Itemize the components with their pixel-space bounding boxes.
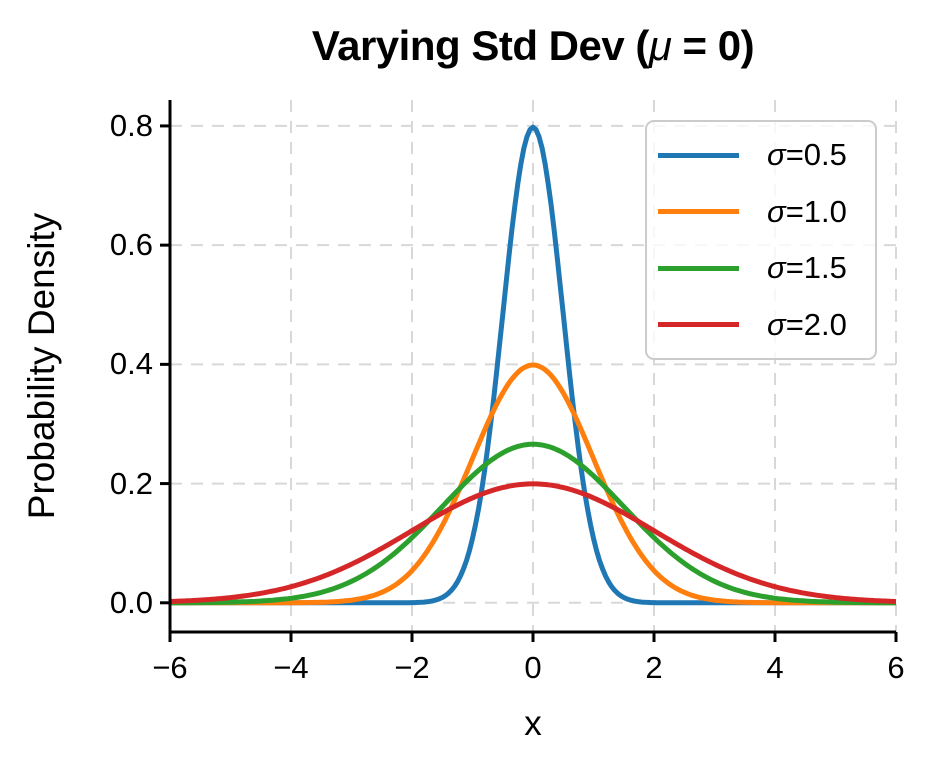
- legend-label-value: =1.5: [785, 250, 847, 286]
- legend-label: σ=1.0: [767, 194, 847, 230]
- legend-entry-sigma-2.0: σ=2.0: [647, 307, 875, 343]
- legend-label-value: =1.0: [785, 193, 847, 229]
- sigma-symbol: σ: [767, 193, 786, 229]
- curve-sigma-1: [170, 362, 896, 606]
- sigma-symbol: σ: [767, 250, 786, 286]
- y-tick-label-0.4: 0.4: [109, 346, 153, 381]
- x-tick-label-2: 2: [645, 650, 663, 685]
- mu-symbol: μ: [648, 22, 672, 69]
- legend-line-sample: [658, 322, 739, 328]
- y-tick-label-0.0: 0.0: [109, 585, 153, 620]
- curve-sigma-2: [169, 481, 897, 604]
- chart-title: Varying Std Dev (μ = 0): [170, 22, 896, 70]
- chart-title-suffix: = 0): [671, 22, 755, 69]
- x-tick-label--6: −6: [152, 650, 188, 685]
- legend-label: σ=1.5: [767, 250, 847, 286]
- curve-sigma-1.5: [170, 441, 896, 606]
- legend-line-sample: [658, 265, 739, 271]
- y-tick-label-0.2: 0.2: [109, 466, 153, 501]
- legend-entry-sigma-0.5: σ=0.5: [647, 137, 875, 173]
- x-tick-label--2: −2: [394, 650, 430, 685]
- chart-title-prefix: Varying Std Dev (: [311, 22, 649, 69]
- x-tick-label-4: 4: [766, 650, 784, 685]
- legend-line-sample: [658, 152, 739, 158]
- legend-label-value: =2.0: [785, 306, 847, 342]
- sigma-symbol: σ: [767, 306, 786, 342]
- y-tick-label-0.8: 0.8: [109, 108, 153, 143]
- x-tick-label-6: 6: [887, 650, 905, 685]
- legend-label: σ=2.0: [767, 307, 847, 343]
- x-axis-label: x: [524, 704, 542, 743]
- x-tick-label-0: 0: [524, 650, 542, 685]
- legend-entry-sigma-1.5: σ=1.5: [647, 250, 875, 286]
- legend: σ=0.5 σ=1.0 σ=1.5 σ=2.0: [645, 120, 877, 360]
- legend-label: σ=0.5: [767, 137, 847, 173]
- x-tick-label--4: −4: [273, 650, 309, 685]
- y-tick-label-0.6: 0.6: [109, 227, 153, 262]
- legend-entry-sigma-1.0: σ=1.0: [647, 194, 875, 230]
- legend-line-sample: [658, 209, 739, 215]
- legend-label-value: =0.5: [785, 137, 847, 173]
- sigma-symbol: σ: [767, 137, 786, 173]
